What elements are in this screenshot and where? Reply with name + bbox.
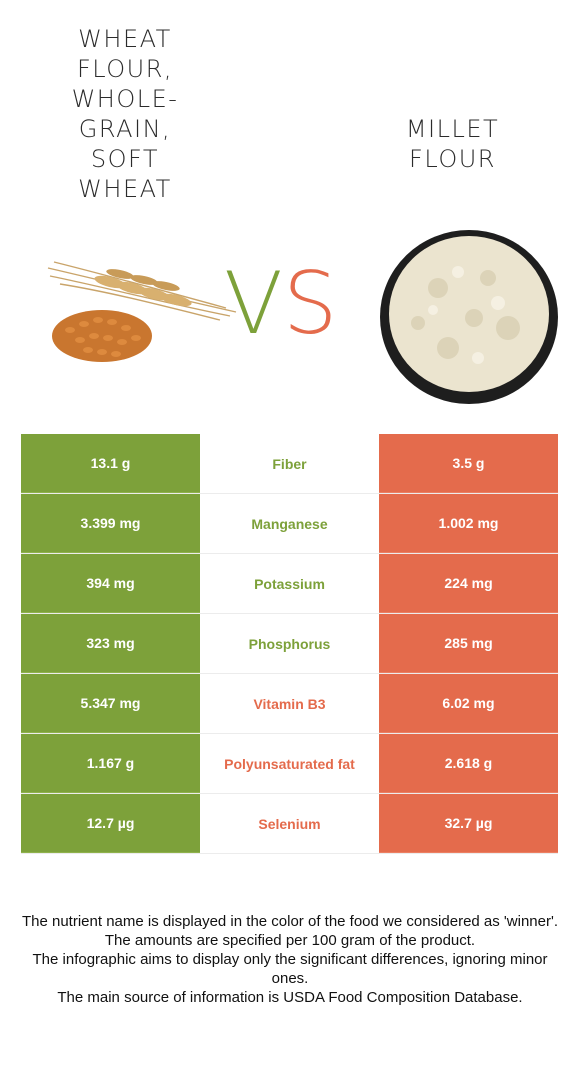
vs-s: S [282,254,338,354]
left-value: 323 mg [21,614,200,673]
nutrient-name: Manganese [200,494,379,553]
table-row: 1.167 g Polyunsaturated fat 2.618 g [21,734,558,794]
table-row: 323 mg Phosphorus 285 mg [21,614,558,674]
right-value: 3.5 g [379,434,558,493]
left-value: 12.7 µg [21,794,200,853]
right-value: 224 mg [379,554,558,613]
footnote-winner: The nutrient name is displayed in the co… [21,913,559,930]
flour-bowl-image [380,230,558,404]
left-value: 3.399 mg [21,494,200,553]
footnote-amounts: The amounts are specified per 100 gram o… [104,932,476,949]
right-value: 2.618 g [379,734,558,793]
right-value: 6.02 mg [379,674,558,733]
right-value: 285 mg [379,614,558,673]
table-row: 12.7 µg Selenium 32.7 µg [21,794,558,854]
table-row: 3.399 mg Manganese 1.002 mg [21,494,558,554]
table-row: 5.347 mg Vitamin B3 6.02 mg [21,674,558,734]
right-value: 32.7 µg [379,794,558,853]
left-value: 394 mg [21,554,200,613]
vs-v: V [224,254,283,354]
left-value: 5.347 mg [21,674,200,733]
footnote-differences: The infographic aims to display only the… [32,951,548,987]
comparison-table: 13.1 g Fiber 3.5 g 3.399 mg Manganese 1.002 m… [21,434,558,854]
nutrient-name: Polyunsaturated fat [200,734,379,793]
left-value: 13.1 g [21,434,200,493]
nutrient-name: Selenium [200,794,379,853]
right-value: 1.002 mg [379,494,558,553]
nutrient-name: Vitamin B3 [200,674,379,733]
footnotes: The nutrient name is displayed in the co… [14,912,566,1007]
table-row: 13.1 g Fiber 3.5 g [21,434,558,494]
table-row: 394 mg Potassium 224 mg [21,554,558,614]
footnote-source: The main source of information is USDA F… [57,989,523,1006]
wheat-grain-image [47,261,237,362]
nutrient-name: Phosphorus [200,614,379,673]
nutrient-name: Potassium [200,554,379,613]
left-value: 1.167 g [21,734,200,793]
nutrient-name: Fiber [200,434,379,493]
left-food-title: WHEAT FLOUR, WHOLE-GRAIN, SOFT WHEAT [71,25,179,203]
vs-label: VS [224,254,354,354]
right-food-title: MILLET FLOUR [405,115,500,173]
